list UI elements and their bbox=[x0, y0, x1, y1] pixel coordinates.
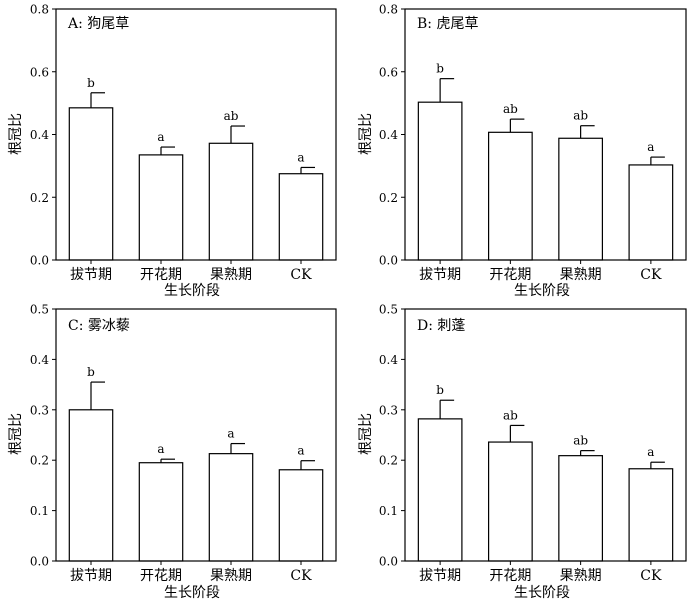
panel-b-y-tick-label: 0.2 bbox=[379, 191, 398, 205]
panel-b-bar bbox=[417, 101, 463, 261]
panel-d-x-tick-label: 拔节期 bbox=[419, 568, 461, 584]
panel-a-x-tick-label: 开花期 bbox=[140, 267, 182, 283]
panel-d-bar bbox=[487, 441, 533, 562]
panel-d-bar bbox=[628, 468, 674, 562]
panel-c-x-tick-label: 开花期 bbox=[140, 568, 182, 584]
panel-b-significance-label: ab bbox=[503, 102, 518, 116]
panel-d-y-tick-label: 0.0 bbox=[379, 555, 398, 569]
panel-a-y-axis-label: 根冠比 bbox=[8, 113, 24, 155]
panel-d-y-tick-label: 0.5 bbox=[379, 303, 398, 317]
panel-d-y-axis-label: 根冠比 bbox=[358, 413, 374, 455]
panel-c-y-tick-label: 0.0 bbox=[30, 555, 49, 569]
panel-d-y-tick-label: 0.1 bbox=[379, 504, 398, 518]
panel-d-bar bbox=[417, 418, 463, 562]
panel-a-y-tick-label: 0.2 bbox=[30, 191, 49, 205]
panel-c-bar bbox=[68, 409, 114, 562]
panel-a-bar bbox=[278, 173, 324, 261]
panel-a-x-tick-label: 拔节期 bbox=[70, 267, 112, 283]
panel-b-x-tick-label: 果熟期 bbox=[560, 267, 602, 283]
panel-b-y-tick-label: 0.0 bbox=[379, 254, 398, 268]
panel-a-y-tick-label: 0.8 bbox=[30, 3, 49, 17]
panel-c-y-axis-label: 根冠比 bbox=[8, 413, 24, 455]
panel-b-frame bbox=[404, 8, 687, 261]
panel-c-y-tick-label: 0.3 bbox=[30, 403, 49, 417]
panel-c-y-tick-label: 0.1 bbox=[30, 504, 49, 518]
panel-c-significance-label: a bbox=[297, 444, 304, 458]
panel-d-bar bbox=[558, 455, 604, 562]
panel-c-title: C: 雾冰藜 bbox=[68, 318, 130, 334]
panel-c: 0.0 0.1 0.2 0.3 0.4 0.5 b 拔节期 a 开花期 a 果熟期 a CK C: 雾冰藜… bbox=[8, 303, 337, 601]
panel-d-y-tick-label: 0.4 bbox=[379, 353, 398, 367]
panel-a-significance-label: ab bbox=[224, 109, 239, 123]
panel-a-x-tick-label: 果熟期 bbox=[210, 267, 252, 283]
panel-c-y-tick-label: 0.4 bbox=[30, 353, 49, 367]
panel-a-significance-label: a bbox=[297, 150, 304, 164]
panel-d-significance-label: b bbox=[436, 383, 444, 397]
panel-a-title: A: 狗尾草 bbox=[67, 16, 129, 32]
panel-d-x-tick-label: 开花期 bbox=[489, 568, 531, 584]
panel-b-bar bbox=[558, 137, 604, 261]
panel-c-bar bbox=[208, 453, 254, 562]
panel-a-significance-label: b bbox=[87, 76, 95, 90]
panel-a-bar bbox=[68, 107, 114, 261]
panel-b-bar bbox=[628, 164, 674, 261]
panel-b-y-axis-label: 根冠比 bbox=[358, 113, 374, 155]
panel-b-significance-label: a bbox=[647, 140, 654, 154]
panel-a-y-tick-label: 0.6 bbox=[30, 65, 49, 79]
panel-b-x-axis-label: 生长阶段 bbox=[514, 283, 570, 299]
panel-b-x-tick-label: 开花期 bbox=[489, 267, 531, 283]
panel-d-frame bbox=[404, 308, 687, 562]
panel-a-bar bbox=[138, 154, 184, 261]
panel-c-significance-label: a bbox=[227, 427, 234, 441]
panel-b-significance-label: b bbox=[436, 62, 444, 76]
panel-c-x-axis-label: 生长阶段 bbox=[164, 585, 220, 601]
panel-a-y-tick-label: 0.4 bbox=[30, 128, 49, 142]
panel-d-significance-label: a bbox=[647, 445, 654, 459]
panel-d-x-tick-label: CK bbox=[640, 568, 662, 584]
panel-d: 0.0 0.1 0.2 0.3 0.4 0.5 b 拔节期 ab 开花期 ab 果熟期 a CK D: 刺… bbox=[358, 303, 687, 601]
panel-a-y-tick-label: 0.0 bbox=[30, 254, 49, 268]
panel-d-significance-label: ab bbox=[503, 408, 518, 422]
panel-c-x-tick-label: 拔节期 bbox=[70, 568, 112, 584]
panel-d-x-axis-label: 生长阶段 bbox=[514, 585, 570, 601]
panel-b-title: B: 虎尾草 bbox=[417, 16, 478, 32]
panel-c-x-tick-label: CK bbox=[290, 568, 312, 584]
panel-c-significance-label: a bbox=[157, 442, 164, 456]
panel-b-significance-label: ab bbox=[573, 109, 588, 123]
panel-c-plot-area: 0.0 0.1 0.2 0.3 0.4 0.5 b 拔节期 a 开花期 a 果熟期 a CK bbox=[30, 303, 337, 584]
panel-b-bar bbox=[487, 131, 533, 261]
panel-b-x-tick-label: CK bbox=[640, 267, 662, 283]
panel-a-frame bbox=[55, 8, 337, 261]
panel-a-significance-label: a bbox=[157, 130, 164, 144]
panel-c-bar bbox=[278, 469, 324, 562]
panel-d-plot-area: 0.0 0.1 0.2 0.3 0.4 0.5 b 拔节期 ab 开花期 ab 果熟期 a CK bbox=[379, 303, 687, 584]
panel-b-y-tick-label: 0.6 bbox=[379, 65, 398, 79]
panel-a-bar bbox=[208, 142, 254, 261]
panel-a-x-axis-label: 生长阶段 bbox=[164, 283, 220, 299]
panel-a: 0.0 0.2 0.4 0.6 0.8 b 拔节期 a 开花期 ab 果熟期 a CK A: 狗尾草 根… bbox=[8, 3, 337, 299]
panel-b-y-tick-label: 0.8 bbox=[379, 3, 398, 17]
panel-d-y-tick-label: 0.2 bbox=[379, 454, 398, 468]
panel-d-significance-label: ab bbox=[573, 434, 588, 448]
panel-c-x-tick-label: 果熟期 bbox=[210, 568, 252, 584]
panel-c-y-tick-label: 0.5 bbox=[30, 303, 49, 317]
panel-c-significance-label: b bbox=[87, 365, 95, 379]
panel-c-y-tick-label: 0.2 bbox=[30, 454, 49, 468]
panel-c-frame bbox=[55, 308, 337, 562]
panel-b-x-tick-label: 拔节期 bbox=[419, 267, 461, 283]
panel-b-y-tick-label: 0.4 bbox=[379, 128, 398, 142]
panel-b-plot-area: 0.0 0.2 0.4 0.6 0.8 b 拔节期 ab 开花期 ab 果熟期 a CK bbox=[379, 3, 687, 283]
panel-d-title: D: 刺蓬 bbox=[417, 318, 465, 334]
panel-a-x-tick-label: CK bbox=[290, 267, 312, 283]
panel-a-plot-area: 0.0 0.2 0.4 0.6 0.8 b 拔节期 a 开花期 ab 果熟期 a CK bbox=[30, 3, 337, 283]
panel-c-bar bbox=[138, 462, 184, 562]
panel-d-y-tick-label: 0.3 bbox=[379, 403, 398, 417]
panel-d-x-tick-label: 果熟期 bbox=[560, 568, 602, 584]
